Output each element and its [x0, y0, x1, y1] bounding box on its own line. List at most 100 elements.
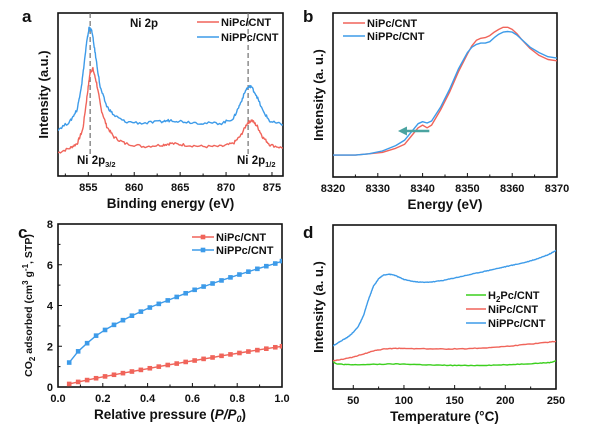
- legend-label: NiPc/CNT: [221, 17, 271, 29]
- data-point: [237, 272, 242, 277]
- data-point: [84, 340, 90, 346]
- series-line-nippc-cnt: [58, 26, 283, 132]
- y-axis-label: Intensity (a. u.): [311, 261, 326, 353]
- x-tick-label: 875: [263, 182, 281, 194]
- x-tick-label: 200: [496, 395, 514, 407]
- x-axis-label: Temperature (°C): [390, 409, 499, 424]
- data-point: [129, 369, 135, 374]
- x-tick-label: 8320: [321, 183, 345, 195]
- data-point: [192, 287, 197, 293]
- data-point: [102, 374, 108, 379]
- data-point: [264, 346, 269, 351]
- data-point: [165, 362, 171, 368]
- series-line-nipc-cnt: [333, 340, 556, 362]
- series-group: [333, 26, 557, 156]
- data-point: [237, 350, 242, 356]
- series-line-nipc-cnt: [333, 26, 557, 156]
- data-point: [279, 343, 282, 349]
- data-point: [174, 361, 180, 366]
- x-tick-label: 0.0: [50, 393, 65, 405]
- data-point: [138, 309, 144, 314]
- series-line-nippc-cnt: [333, 249, 556, 347]
- x-tick-label: 0.2: [95, 393, 110, 405]
- data-point: [93, 333, 99, 338]
- x-axis-label: Relative pressure (P/P0): [94, 407, 246, 424]
- data-point: [192, 358, 197, 363]
- plot-area-c: 0.0 0.2 0.4 0.6 0.8 1.0 0 2 4 6 8 Relative pressure…: [21, 219, 290, 424]
- legend-label: NiPc/CNT: [367, 18, 417, 30]
- y-tick-label: 4: [47, 301, 54, 313]
- panel-label-a: a: [22, 7, 32, 26]
- data-point: [147, 305, 153, 310]
- shift-arrow-head: [397, 126, 407, 136]
- x-tick-label: 150: [445, 395, 463, 407]
- x-tick-label: 8360: [500, 183, 524, 195]
- panel-title: Ni 2p: [130, 18, 158, 30]
- x-tick-label: 100: [395, 395, 413, 407]
- data-point: [279, 258, 282, 264]
- data-point: [120, 370, 126, 376]
- data-point: [183, 290, 188, 296]
- x-tick-label: 0.8: [230, 393, 245, 405]
- data-point: [264, 263, 269, 269]
- data-point: [183, 359, 188, 365]
- y-axis-label: Intensity (a.u.): [36, 50, 51, 138]
- series-line-nipc-cnt: [58, 66, 283, 154]
- y-axis-label: CO2 adsorbed (cm3 g-1, STP): [21, 234, 37, 377]
- x-tick-label: 870: [217, 182, 235, 194]
- legend-label: NiPc/CNT: [488, 304, 538, 316]
- legend-label: NiPPc/CNT: [221, 32, 279, 44]
- data-point: [246, 349, 251, 354]
- y-tick-label: 2: [47, 341, 53, 353]
- series-line-h2pc-cnt: [333, 360, 556, 367]
- y-tick-label: 0: [47, 382, 53, 394]
- x-tick-label: 865: [171, 182, 189, 194]
- data-point: [147, 365, 153, 371]
- data-point: [210, 281, 215, 286]
- panel-label-c: c: [18, 223, 27, 242]
- data-point: [246, 269, 251, 274]
- data-point: [120, 317, 126, 323]
- data-point: [156, 301, 162, 307]
- legend-marker: [200, 247, 206, 253]
- data-point: [255, 347, 260, 353]
- data-point: [255, 266, 260, 272]
- y-axis-label: Intensity (a. u.): [311, 49, 326, 141]
- panel-label-d: d: [303, 223, 313, 242]
- series-group: [58, 13, 283, 156]
- legend-label: NiPc/CNT: [216, 232, 266, 244]
- data-point: [219, 278, 224, 283]
- series-line-nippc-cnt: [68, 260, 282, 364]
- y-tick-label: 8: [47, 219, 53, 231]
- data-point: [75, 349, 81, 354]
- plot-area-b: 8320 8330 8340 8350 8360 8370 Energy (eV) Inten…: [311, 12, 569, 212]
- y-tick-label: 6: [47, 260, 53, 272]
- plot-area-a: 855 860 865 870 875 Binding energy (eV) Intens…: [36, 12, 284, 211]
- legend-label: NiPPc/CNT: [367, 31, 425, 43]
- data-point: [111, 372, 117, 378]
- x-tick-label: 860: [125, 182, 143, 194]
- x-tick-label: 8350: [455, 183, 479, 195]
- legend-label: H2Pc/CNT: [488, 290, 540, 304]
- legend-label: NiPPc/CNT: [216, 245, 274, 257]
- panel-label-b: b: [303, 7, 313, 26]
- series-line-nippc-cnt: [333, 30, 557, 156]
- series-group: [66, 258, 282, 387]
- panel-a: a 855 860 865 870 875 Binding energy (eV) Inte…: [22, 7, 284, 211]
- data-point: [165, 298, 171, 303]
- data-point: [201, 356, 206, 362]
- x-tick-label: 0.4: [140, 393, 156, 405]
- data-point: [156, 364, 162, 369]
- x-tick-label: 855: [79, 182, 97, 194]
- data-point: [174, 294, 180, 300]
- data-point: [102, 327, 108, 333]
- data-point: [66, 360, 72, 365]
- x-tick-label: 8340: [410, 183, 434, 195]
- data-point: [138, 367, 144, 373]
- panel-c: c 0.0 0.2 0.4 0.6 0.8 1.0 0 2 4 6 8 Relative pressu…: [18, 219, 290, 424]
- x-axis-label: Energy (eV): [407, 197, 482, 212]
- legend-marker: [200, 234, 206, 240]
- plot-area-d: 50 100 150 200 250 Temperature (°C) Intensity …: [311, 224, 565, 424]
- legend-label: NiPPc/CNT: [488, 318, 546, 330]
- series-group: [333, 249, 556, 367]
